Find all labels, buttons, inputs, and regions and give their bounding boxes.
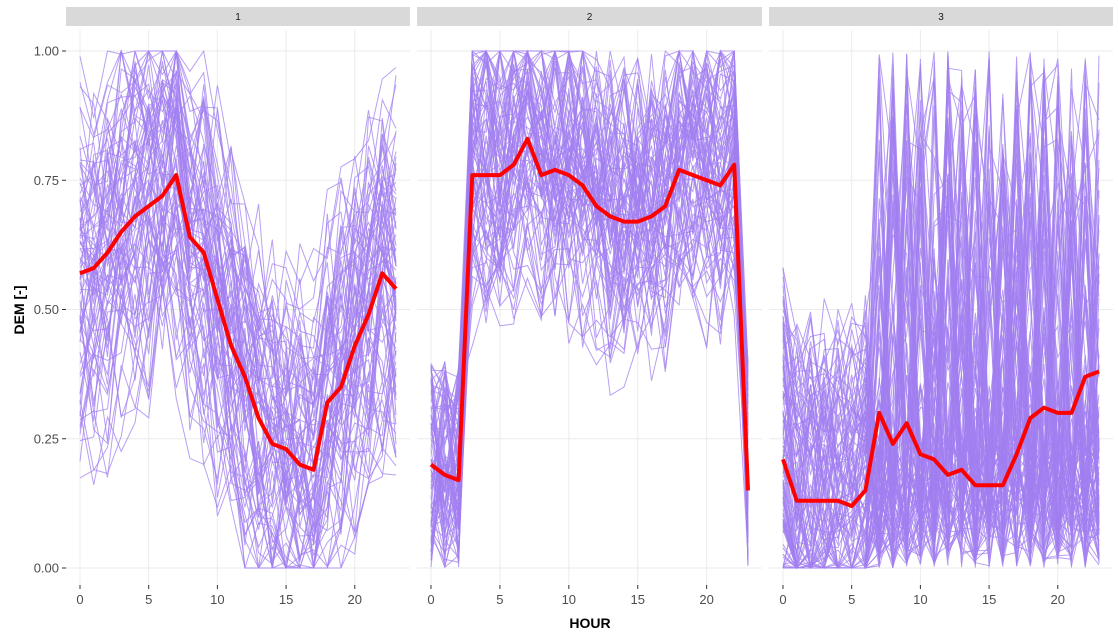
individual-trace — [79, 237, 397, 511]
individual-trace — [430, 111, 749, 535]
x-axis: 0 5 10 15 20 — [427, 585, 714, 607]
individual-trace — [782, 78, 1100, 570]
individual-trace — [430, 50, 749, 561]
y-tick-label: 0.25 — [34, 431, 59, 446]
individual-trace — [79, 283, 397, 569]
individual-trace — [79, 180, 397, 492]
individual-trace — [430, 135, 749, 526]
x-axis: 0 5 10 15 20 — [76, 585, 362, 607]
x-axis-title: HOUR — [569, 615, 610, 631]
y-tick-label: 0.00 — [34, 561, 59, 576]
individual-trace — [430, 50, 749, 512]
individual-trace — [430, 177, 749, 496]
individual-trace — [782, 58, 1100, 560]
x-tick-label: 0 — [427, 592, 434, 607]
x-tick-label: 5 — [496, 592, 503, 607]
individual-trace — [79, 217, 397, 569]
x-tick-label: 5 — [848, 592, 855, 607]
individual-trace — [79, 50, 397, 375]
individual-trace — [79, 49, 397, 408]
individual-trace — [782, 144, 1100, 563]
y-axis-title: DEM [-] — [11, 286, 27, 335]
x-tick-label: 10 — [913, 592, 927, 607]
facet-strip-label: 2 — [587, 12, 593, 23]
individual-trace — [782, 96, 1100, 569]
x-axis: 0 5 10 15 20 — [779, 585, 1065, 607]
individual-trace — [430, 159, 749, 516]
individual-trace — [782, 76, 1100, 566]
individual-trace — [430, 72, 749, 540]
individual-trace — [79, 92, 397, 507]
individual-trace — [430, 118, 749, 542]
individual-trace — [79, 82, 397, 398]
x-tick-label: 15 — [631, 592, 645, 607]
individual-trace — [430, 50, 749, 556]
individual-trace — [430, 52, 749, 566]
individual-trace — [782, 75, 1100, 569]
individual-trace — [782, 77, 1100, 560]
individual-trace — [79, 70, 397, 383]
individual-trace — [79, 50, 397, 420]
mean-line — [429, 136, 750, 491]
x-tick-label: 0 — [779, 592, 786, 607]
individual-trace — [79, 215, 397, 569]
facet-panel-3: 3 0 5 10 15 20 — [769, 7, 1113, 607]
individual-trace — [782, 63, 1100, 554]
individual-trace — [79, 199, 397, 569]
individual-trace — [79, 106, 397, 465]
y-tick-label: 0.50 — [34, 302, 59, 317]
individual-trace — [79, 50, 397, 401]
individual-trace — [430, 167, 749, 559]
facet-strip — [417, 7, 762, 26]
y-tick-label: 0.75 — [34, 173, 59, 188]
x-tick-label: 0 — [76, 592, 83, 607]
individual-trace — [79, 290, 397, 569]
individual-trace — [430, 94, 749, 486]
individual-trace — [430, 50, 749, 562]
individual-trace — [430, 90, 749, 508]
y-axis: 0.00 0.25 0.50 0.75 1.00 — [34, 44, 66, 576]
x-tick-label: 10 — [210, 592, 224, 607]
individual-trace — [782, 86, 1100, 568]
mean-line — [781, 369, 1100, 508]
facet-strip-label: 1 — [235, 12, 241, 23]
individual-traces — [782, 51, 1100, 570]
mean-line — [79, 173, 398, 472]
facet-strip-label: 3 — [938, 12, 944, 23]
individual-trace — [430, 89, 749, 563]
x-tick-label: 10 — [562, 592, 576, 607]
individual-trace — [782, 215, 1100, 540]
individual-trace — [430, 153, 749, 557]
individual-trace — [79, 217, 397, 565]
individual-trace — [430, 49, 749, 516]
x-tick-label: 15 — [982, 592, 996, 607]
y-tick-label: 1.00 — [34, 44, 59, 59]
individual-traces — [430, 49, 749, 569]
individual-trace — [79, 139, 397, 560]
individual-trace — [782, 54, 1100, 564]
facet-strip — [66, 7, 410, 26]
x-tick-label: 20 — [1051, 592, 1065, 607]
individual-trace — [783, 51, 1100, 569]
individual-trace — [79, 51, 397, 432]
facet-panel-2: 20 5 10 15 20 — [417, 7, 762, 607]
x-tick-label: 20 — [699, 592, 713, 607]
individual-trace — [430, 49, 749, 544]
facet-strip — [769, 7, 1113, 26]
individual-trace — [430, 159, 749, 443]
facet-panel-1: 10 5 10 15 20 — [66, 7, 410, 607]
x-tick-label: 20 — [348, 592, 362, 607]
individual-trace — [430, 140, 749, 553]
individual-trace — [430, 50, 749, 527]
x-tick-label: 15 — [279, 592, 293, 607]
x-tick-label: 5 — [145, 592, 152, 607]
